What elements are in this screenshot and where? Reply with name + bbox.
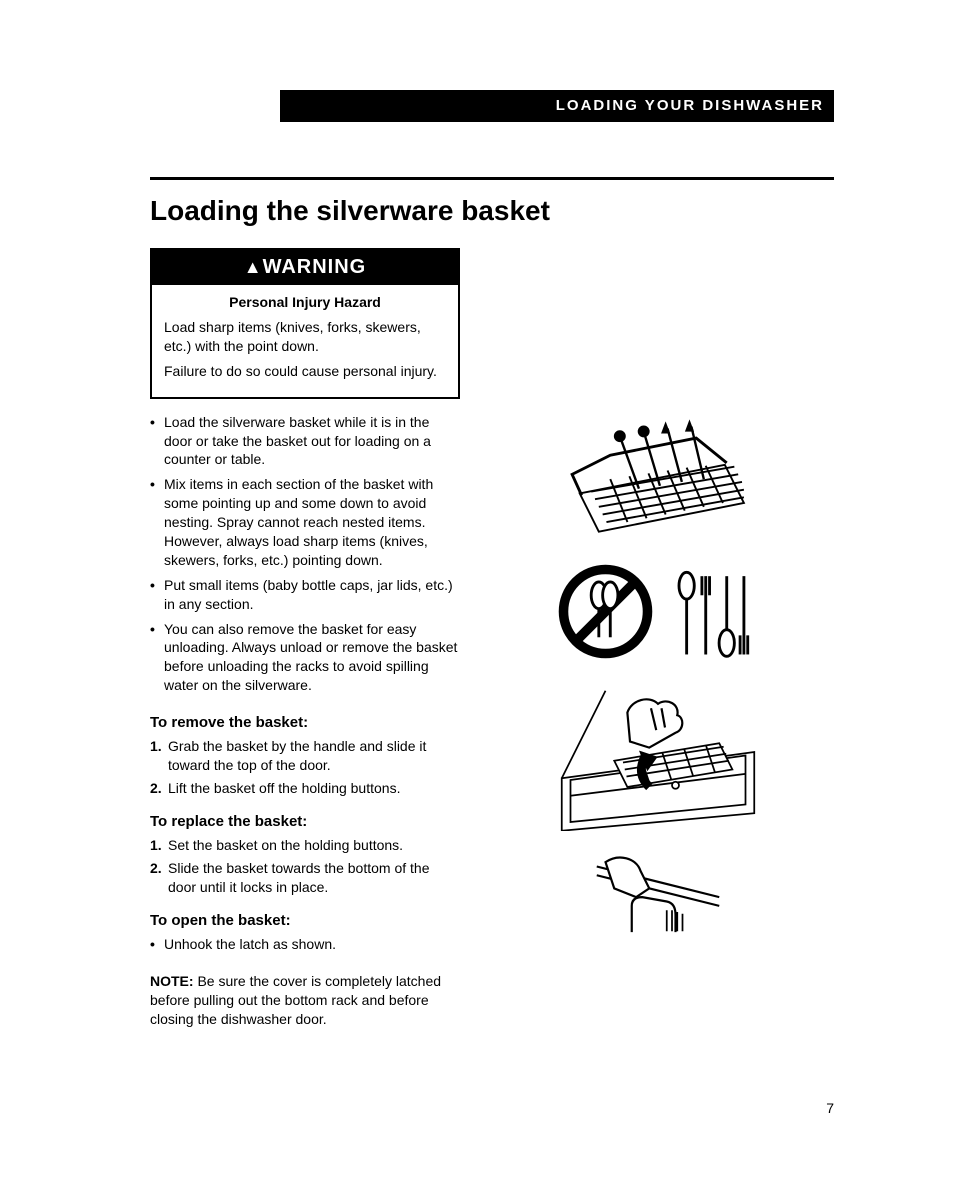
warning-p2: Failure to do so could cause personal in… (164, 362, 446, 381)
list-item: Mix items in each section of the basket … (150, 475, 460, 569)
warning-triangle-icon: ▲ (244, 257, 263, 277)
list-item: Put small items (baby bottle caps, jar l… (150, 576, 460, 614)
remove-basket-heading: To remove the basket: (150, 713, 460, 733)
warning-box: ▲WARNING Personal Injury Hazard Load sha… (150, 248, 460, 399)
list-item: Lift the basket off the holding buttons. (150, 779, 460, 798)
list-item: Set the basket on the holding buttons. (150, 836, 460, 855)
section-header-bar: LOADING YOUR DISHWASHER (280, 90, 834, 122)
figure-basket-on-door (553, 398, 763, 541)
right-column (482, 248, 834, 1029)
figure-remove-basket (553, 682, 763, 831)
warning-subhead: Personal Injury Hazard (164, 293, 446, 312)
left-column: ▲WARNING Personal Injury Hazard Load sha… (150, 248, 460, 1029)
warning-heading-text: WARNING (263, 256, 367, 278)
two-column-layout: ▲WARNING Personal Injury Hazard Load sha… (150, 248, 834, 1029)
page-number: 7 (150, 1099, 834, 1118)
open-basket-heading: To open the basket: (150, 911, 460, 931)
list-item: Load the silverware basket while it is i… (150, 413, 460, 470)
list-item: Slide the basket towards the bottom of t… (150, 859, 460, 897)
note-paragraph: NOTE: Be sure the cover is completely la… (150, 972, 460, 1029)
replace-basket-heading: To replace the basket: (150, 812, 460, 832)
loading-tips-list: Load the silverware basket while it is i… (150, 413, 460, 695)
page-title: Loading the silverware basket (150, 192, 834, 230)
note-text: Be sure the cover is completely latched … (150, 973, 441, 1027)
figure-unhook-latch (588, 849, 728, 945)
replace-basket-steps: Set the basket on the holding buttons. S… (150, 836, 460, 897)
list-item: Grab the basket by the handle and slide … (150, 737, 460, 775)
warning-heading: ▲WARNING (152, 250, 458, 285)
note-label: NOTE: (150, 973, 194, 989)
figure-no-nesting (553, 559, 763, 664)
warning-p1: Load sharp items (knives, forks, skewers… (164, 318, 446, 356)
list-item: Unhook the latch as shown. (150, 935, 460, 954)
list-item: You can also remove the basket for easy … (150, 620, 460, 696)
open-basket-list: Unhook the latch as shown. (150, 935, 460, 954)
warning-body: Personal Injury Hazard Load sharp items … (152, 285, 458, 397)
remove-basket-steps: Grab the basket by the handle and slide … (150, 737, 460, 798)
horizontal-rule (150, 177, 834, 180)
